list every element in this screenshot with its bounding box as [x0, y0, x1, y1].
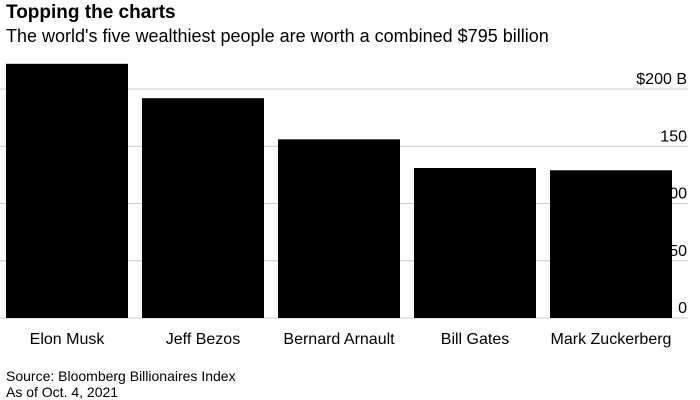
y-tick-label-0: 0 [678, 300, 687, 317]
bar-elon-musk [6, 63, 128, 319]
chart-title: Topping the charts [6, 2, 176, 23]
y-tick-label-100: 100 [660, 186, 687, 203]
y-tick-label-200: $200 B [636, 71, 687, 88]
x-tick-label-bernard-arnault: Bernard Arnault [283, 331, 395, 348]
chart-subtitle: The world's five wealthiest people are w… [6, 26, 549, 46]
y-tick-label-50: 50 [669, 243, 687, 260]
x-tick-label-mark-zuckerberg: Mark Zuckerberg [551, 331, 672, 348]
bar-bill-gates [414, 168, 536, 318]
x-tick-label-bill-gates: Bill Gates [441, 331, 509, 348]
bar-bernard-arnault [278, 139, 400, 318]
bar-jeff-bezos [142, 98, 264, 318]
date-note: As of Oct. 4, 2021 [6, 384, 119, 400]
x-tick-label-jeff-bezos: Jeff Bezos [166, 331, 240, 348]
bar-mark-zuckerberg [550, 170, 672, 318]
source-note: Source: Bloomberg Billionaires Index [6, 368, 236, 384]
y-tick-label-150: 150 [660, 128, 687, 145]
x-tick-label-elon-musk: Elon Musk [30, 331, 106, 348]
